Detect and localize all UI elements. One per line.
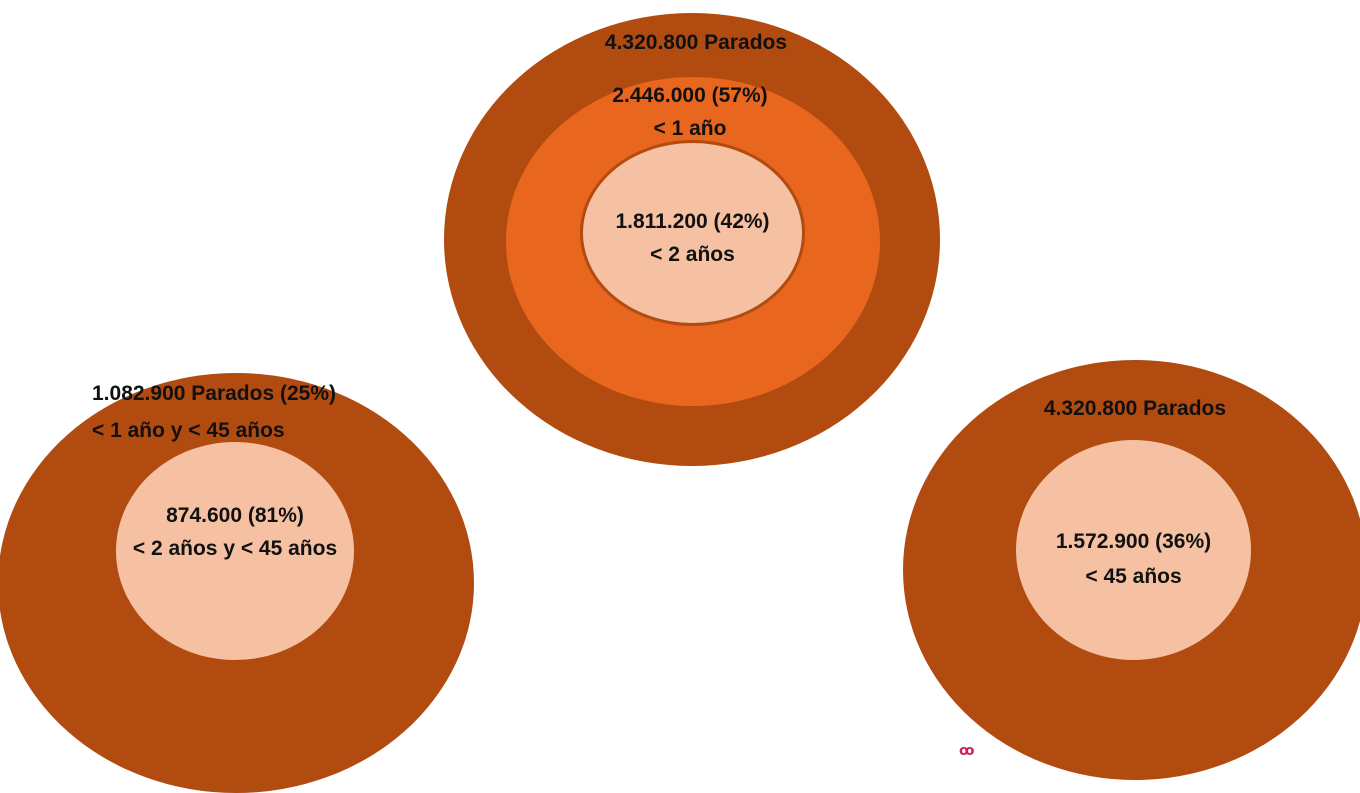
top-inner-circle bbox=[580, 140, 805, 326]
top-inner-label-line2: < 2 años bbox=[650, 243, 735, 266]
left-inner-label-line2: < 2 años y < 45 años bbox=[132, 537, 338, 560]
right-outer-label: 4.320.800 Parados bbox=[1043, 397, 1227, 420]
left-inner-circle bbox=[116, 442, 354, 660]
left-outer-label-line1: 1.082.900 Parados (25%) bbox=[92, 382, 336, 405]
logo-mark-icon: ꝏ bbox=[959, 742, 975, 758]
left-outer-label-line2: < 1 año y < 45 años bbox=[92, 419, 285, 442]
left-inner-label-line1: 874.600 (81%) bbox=[166, 504, 304, 527]
right-inner-label-line1: 1.572.900 (36%) bbox=[1055, 530, 1212, 553]
top-middle-label-line2: < 1 año bbox=[653, 117, 727, 140]
right-inner-label-line2: < 45 años bbox=[1085, 565, 1182, 588]
top-outer-label: 4.320.800 Parados bbox=[604, 31, 788, 54]
top-middle-label-line1: 2.446.000 (57%) bbox=[612, 84, 768, 107]
top-inner-label-line1: 1.811.200 (42%) bbox=[615, 210, 770, 233]
right-inner-circle bbox=[1016, 440, 1251, 660]
